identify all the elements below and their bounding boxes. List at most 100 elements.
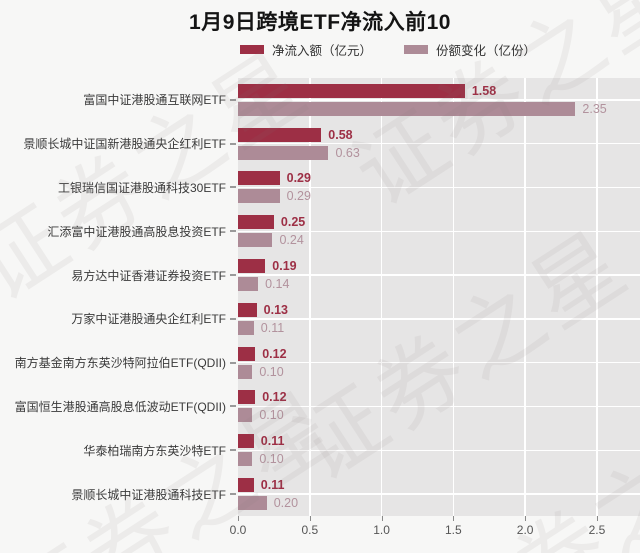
table-row: 富国恒生港股通高股息低波动ETF(QDII) 0.12 0.10 [0, 385, 640, 429]
category-label: 工银瑞信国证港股通科技30ETF [57, 180, 226, 195]
y-gridline [238, 318, 640, 320]
category-label: 华泰柏瑞南方东英沙特ETF [83, 443, 226, 458]
value-label-net-inflow: 0.13 [263, 302, 288, 317]
legend-label-share-change: 份额变化（亿份） [436, 43, 537, 58]
value-label-share-change: 0.29 [286, 189, 311, 204]
y-gridline [238, 274, 640, 276]
bar-net-inflow [238, 390, 256, 405]
legend-label-inflow: 净流入额（亿元） [272, 43, 373, 58]
x-axis-tick [525, 516, 527, 521]
y-gridline [238, 449, 640, 452]
bar-share-change [238, 277, 259, 292]
y-gridline [238, 99, 640, 101]
category-tick-mark [230, 142, 236, 145]
value-label-net-inflow: 0.58 [328, 127, 353, 142]
legend: 净流入额（亿元） 份额变化（亿份） [240, 40, 536, 59]
bar-net-inflow [238, 346, 256, 361]
bar-share-change [238, 233, 273, 248]
table-row: 易方达中证香港证券投资ETF 0.19 0.14 [0, 253, 640, 297]
category-label: 万家中证港股通央企红利ETF [71, 312, 226, 327]
category-tick-mark [230, 186, 236, 189]
bar-share-change [238, 496, 267, 511]
x-axis-label: 1.5 [445, 523, 462, 537]
bar-net-inflow [238, 259, 266, 274]
y-gridline [238, 361, 640, 364]
x-axis-tick [596, 516, 598, 521]
category-tick-mark [230, 98, 236, 101]
value-label-share-change: 0.24 [279, 233, 304, 248]
bar-share-change [238, 145, 329, 160]
bar-share-change [238, 364, 253, 379]
bar-net-inflow [238, 215, 274, 230]
category-label: 景顺长城中证港股通科技ETF [71, 487, 226, 502]
x-axis-tick [238, 516, 239, 521]
value-label-net-inflow: 0.29 [286, 171, 311, 186]
table-row: 南方基金南方东英沙特阿拉伯ETF(QDII) 0.12 0.10 [0, 341, 640, 385]
table-row: 富国中证港股通互联网ETF 1.58 2.35 [0, 78, 640, 122]
x-gridline [452, 78, 455, 516]
table-row: 万家中证港股通央企红利ETF 0.13 0.11 [0, 297, 640, 341]
category-tick-mark [230, 361, 236, 364]
x-axis-label: 2.5 [588, 523, 606, 537]
table-row: 景顺长城中证国新港股通央企红利ETF 0.58 0.63 [0, 122, 640, 166]
value-label-net-inflow: 0.11 [260, 478, 285, 493]
table-row: 景顺长城中证港股通科技ETF 0.11 0.20 [0, 472, 640, 516]
bar-share-change [238, 452, 253, 467]
bar-net-inflow [238, 302, 257, 317]
bar-net-inflow [238, 127, 322, 142]
value-label-share-change: 0.20 [273, 496, 299, 511]
legend-item-share-change: 份额变化（亿份） [404, 40, 536, 59]
value-label-share-change: 0.10 [259, 408, 284, 423]
y-gridline [238, 493, 640, 495]
value-label-net-inflow: 0.11 [260, 434, 285, 449]
legend-swatch-share-change-icon [404, 44, 429, 54]
legend-swatch-inflow-icon [240, 44, 264, 54]
x-gridline [380, 78, 383, 516]
x-axis-label: 0.5 [301, 523, 319, 537]
value-label-share-change: 0.10 [259, 452, 284, 467]
value-label-net-inflow: 0.12 [262, 346, 287, 361]
bar-net-inflow [238, 434, 254, 449]
x-axis-tick [381, 516, 383, 521]
value-label-net-inflow: 0.19 [272, 259, 297, 274]
bar-share-change [238, 101, 576, 116]
value-label-share-change: 0.14 [265, 277, 290, 292]
category-tick-mark [230, 493, 236, 496]
category-label: 南方基金南方东英沙特阿拉伯ETF(QDII) [14, 356, 226, 371]
x-gridline [309, 78, 311, 516]
value-label-net-inflow: 1.58 [471, 83, 497, 98]
y-gridline [238, 142, 640, 145]
value-label-net-inflow: 0.25 [280, 215, 306, 230]
bar-share-change [238, 189, 280, 204]
y-gridline [238, 230, 640, 233]
x-axis-label: 0.0 [229, 523, 247, 537]
y-gridline [238, 405, 640, 408]
y-gridline [238, 186, 640, 189]
table-row: 汇添富中证港股通高股息投资ETF 0.25 0.24 [0, 209, 640, 253]
category-label: 景顺长城中证国新港股通央企红利ETF [23, 137, 226, 152]
value-label-net-inflow: 0.12 [262, 390, 287, 405]
category-tick-mark [230, 317, 236, 320]
chart-title: 1月9日跨境ETF净流入前10 [189, 11, 451, 34]
bar-net-inflow [238, 478, 254, 493]
value-label-share-change: 2.35 [582, 101, 607, 116]
x-axis-tick [309, 516, 311, 521]
category-tick-mark [230, 449, 236, 452]
x-gridline [596, 78, 598, 516]
bar-net-inflow [238, 83, 465, 98]
category-label: 汇添富中证港股通高股息投资ETF [47, 224, 226, 239]
value-label-share-change: 0.63 [335, 145, 360, 160]
category-label: 富国恒生港股通高股息低波动ETF(QDII) [14, 399, 226, 414]
category-tick-mark [230, 274, 236, 277]
legend-item-inflow: 净流入额（亿元） [240, 40, 372, 59]
table-row: 工银瑞信国证港股通科技30ETF 0.29 0.29 [0, 166, 640, 210]
category-label: 易方达中证香港证券投资ETF [71, 268, 226, 283]
bar-rows: 富国中证港股通互联网ETF 1.58 2.35 景顺长城中证国新港股通央企红利ETF 0… [0, 78, 640, 516]
value-label-share-change: 0.11 [260, 320, 285, 335]
x-axis-tick [453, 516, 455, 521]
x-axis-label: 2.0 [516, 523, 534, 537]
category-tick-mark [230, 230, 236, 233]
category-tick-mark [230, 405, 236, 408]
x-gridline [524, 78, 526, 516]
